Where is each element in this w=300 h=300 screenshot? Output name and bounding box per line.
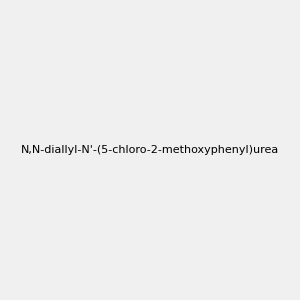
- Text: N,N-diallyl-N'-(5-chloro-2-methoxyphenyl)urea: N,N-diallyl-N'-(5-chloro-2-methoxyphenyl…: [21, 145, 279, 155]
